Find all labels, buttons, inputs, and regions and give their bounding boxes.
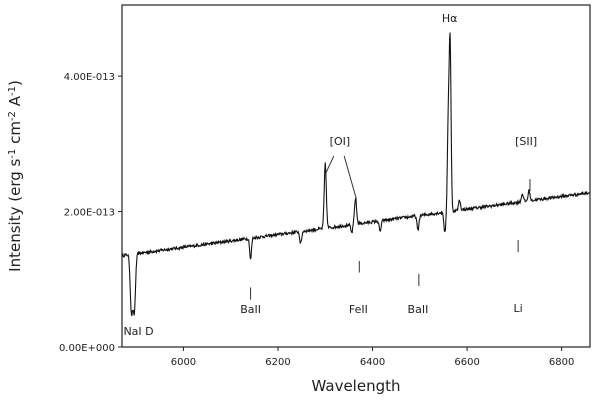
- line-label: Li: [514, 302, 523, 315]
- line-label: BaII: [408, 303, 429, 316]
- annotation-markers: [250, 155, 531, 300]
- x-tick-label: 6200: [265, 357, 290, 368]
- y-tick-label: 4.00E-013: [64, 72, 115, 83]
- y-tick-label: 2.00E-013: [64, 208, 115, 219]
- line-label: Hα: [442, 12, 458, 25]
- line-label: [SII]: [515, 135, 537, 148]
- x-tick-label: 6400: [360, 357, 385, 368]
- y-tick-label: 0.00E+000: [59, 343, 115, 354]
- marker-line: [343, 155, 357, 200]
- line-label: [OI]: [330, 135, 351, 148]
- series-layer: [121, 32, 591, 317]
- plot-frame: [121, 4, 591, 348]
- annotation-labels: Hα [OI] [SII] BaII FeII BaII Li NaI D: [123, 12, 537, 338]
- y-axis-label: Intensity (erg s-1 cm-2 A-1): [6, 80, 24, 272]
- line-label: BaII: [240, 303, 261, 316]
- x-axis-label: Wavelength: [312, 377, 401, 395]
- x-tick-label: 6600: [454, 357, 479, 368]
- marker-line: [325, 155, 335, 173]
- x-tick-label: 6000: [171, 357, 196, 368]
- spectrum-line: [121, 32, 591, 317]
- plot-border: [121, 4, 591, 348]
- axis-ticks: 6000 6200 6400 6600 6800 0.00E+000 2.00E-013 4.…: [59, 72, 574, 368]
- line-label: NaI D: [123, 325, 153, 338]
- x-tick-label: 6800: [549, 357, 574, 368]
- line-label: FeII: [349, 303, 368, 316]
